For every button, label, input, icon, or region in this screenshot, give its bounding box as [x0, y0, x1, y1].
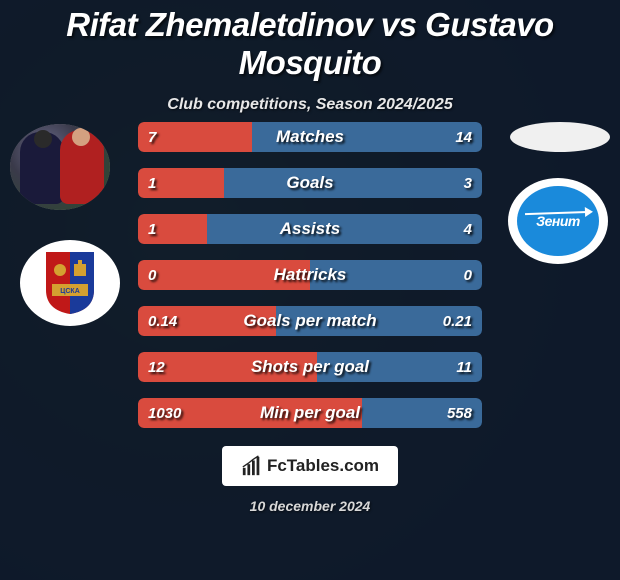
stat-bar-left: [138, 352, 317, 382]
stat-bar-left: [138, 122, 252, 152]
zenit-text: Зенит: [536, 213, 580, 229]
stat-bar-right: [362, 398, 482, 428]
player-left-photo: [10, 124, 110, 210]
player-right-photo-placeholder: [510, 122, 610, 152]
player-silhouette-1: [20, 132, 64, 204]
stat-bar-right: [276, 306, 482, 336]
cska-shield-icon: ЦСКА: [42, 250, 98, 316]
stat-bar-row: Shots per goal1211: [138, 352, 482, 382]
stat-bar-row: Assists14: [138, 214, 482, 244]
stat-bar-right: [310, 260, 482, 290]
stat-bar-left: [138, 260, 310, 290]
stat-bar-row: Goals13: [138, 168, 482, 198]
stat-bar-right: [252, 122, 482, 152]
svg-text:ЦСКА: ЦСКА: [60, 288, 80, 295]
stat-bar-left: [138, 398, 362, 428]
content-root: Rifat Zhemaletdinov vs Gustavo Mosquito …: [0, 0, 620, 580]
stat-bar-row: Matches714: [138, 122, 482, 152]
club-badge-left: ЦСКА: [20, 240, 120, 326]
logo-text: FcTables.com: [267, 456, 379, 476]
fctables-logo: FcTables.com: [222, 446, 398, 486]
stat-bar-row: Hattricks00: [138, 260, 482, 290]
player-silhouette-2: [60, 130, 104, 204]
stat-bar-row: Goals per match0.140.21: [138, 306, 482, 336]
stat-bar-right: [317, 352, 482, 382]
comparison-subtitle: Club competitions, Season 2024/2025: [0, 96, 620, 114]
comparison-date: 10 december 2024: [0, 498, 620, 514]
club-badge-right: Зенит: [508, 178, 608, 264]
bar-chart-icon: [241, 455, 263, 477]
stat-bar-right: [224, 168, 482, 198]
stat-bar-left: [138, 214, 207, 244]
zenit-badge-icon: Зенит: [517, 186, 599, 256]
stat-bar-row: Min per goal1030558: [138, 398, 482, 428]
stats-bars-container: Matches714 Goals13 Assists14 Hattricks00 Goa…: [138, 122, 482, 444]
stat-bar-left: [138, 168, 224, 198]
stat-bar-right: [207, 214, 482, 244]
stat-bar-left: [138, 306, 276, 336]
comparison-title: Rifat Zhemaletdinov vs Gustavo Mosquito: [0, 0, 620, 82]
